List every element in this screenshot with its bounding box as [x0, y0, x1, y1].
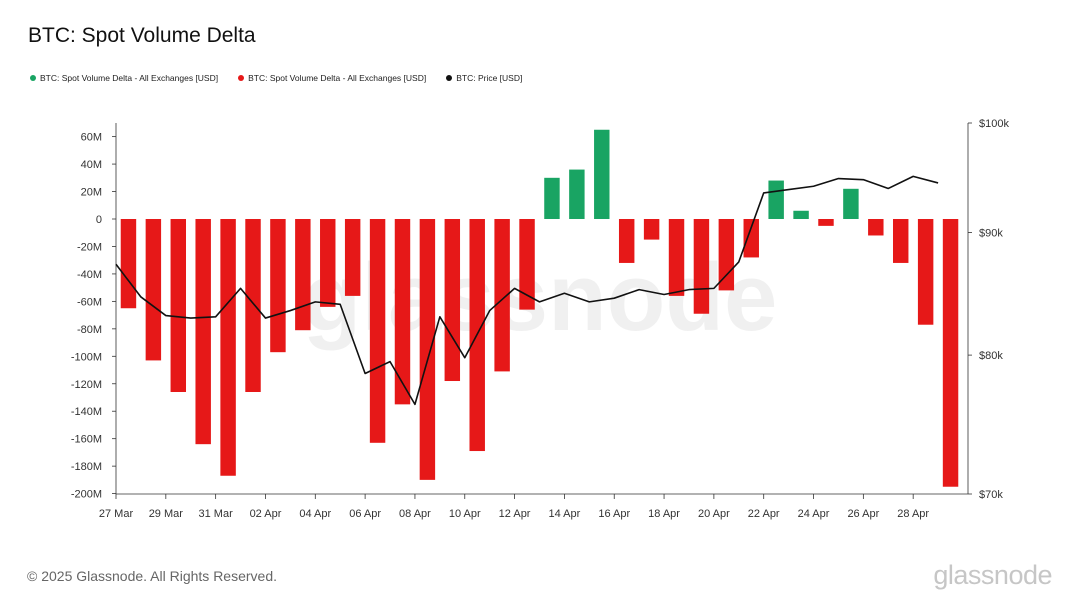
x-tick-label: 22 Apr: [748, 508, 780, 520]
y-left-tick-label: -60M: [77, 296, 102, 308]
y-right-tick-label: $100k: [979, 118, 1009, 130]
bar-negative: [718, 219, 735, 291]
x-tick-label: 27 Mar: [99, 508, 134, 520]
y-left-tick-label: 40M: [81, 159, 102, 171]
y-left-tick-label: -40M: [77, 269, 102, 281]
bar-negative: [344, 219, 361, 296]
x-tick-label: 10 Apr: [449, 508, 481, 520]
x-tick-label: 06 Apr: [349, 508, 381, 520]
legend-item-negative-delta[interactable]: BTC: Spot Volume Delta - All Exchanges […: [238, 73, 426, 83]
x-tick-label: 04 Apr: [299, 508, 331, 520]
bar-positive: [793, 210, 809, 219]
brand-logo: glassnode: [933, 560, 1052, 590]
x-tick-label: 29 Mar: [149, 508, 184, 520]
bar-negative: [145, 219, 162, 361]
x-tick-label: 26 Apr: [847, 508, 879, 520]
chart-title: BTC: Spot Volume Delta: [28, 24, 256, 47]
bar-negative: [868, 219, 884, 236]
y-left-tick-label: -120M: [71, 379, 102, 391]
x-tick-label: 12 Apr: [499, 508, 531, 520]
bar-negative: [394, 219, 411, 405]
copyright-footer: © 2025 Glassnode. All Rights Reserved.: [27, 568, 278, 584]
bar-positive: [569, 169, 585, 219]
bar-negative: [220, 219, 236, 476]
bar-negative: [195, 219, 211, 445]
bar-negative: [917, 219, 934, 325]
legend-item-positive-delta[interactable]: BTC: Spot Volume Delta - All Exchanges […: [30, 73, 218, 83]
x-tick-label: 14 Apr: [549, 508, 581, 520]
y-left-tick-label: -200M: [71, 489, 102, 501]
bar-negative: [743, 219, 759, 258]
bar-negative: [494, 219, 510, 372]
x-tick-label: 24 Apr: [798, 508, 830, 520]
x-tick-label: 02 Apr: [250, 508, 282, 520]
bar-negative: [643, 219, 660, 240]
bar-negative: [170, 219, 187, 392]
bar-negative: [618, 219, 635, 263]
y-left-tick-label: -20M: [77, 241, 102, 253]
x-tick-label: 28 Apr: [897, 508, 929, 520]
legend-swatch-black: [446, 75, 453, 81]
y-left-tick-label: -180M: [71, 461, 102, 473]
y-left-tick-label: -160M: [71, 434, 102, 446]
bar-negative: [693, 219, 710, 314]
bar-positive: [843, 188, 859, 219]
bar-negative: [270, 219, 286, 353]
y-right-tick-label: $70k: [979, 489, 1003, 501]
y-left-tick-label: 60M: [81, 132, 102, 144]
bar-negative: [245, 219, 261, 392]
bar-positive: [768, 180, 784, 219]
x-tick-label: 18 Apr: [648, 508, 680, 520]
bar-positive: [594, 129, 610, 219]
bar-negative: [444, 219, 461, 382]
y-left-tick-label: -100M: [71, 351, 102, 363]
bar-negative: [419, 219, 436, 480]
x-tick-label: 08 Apr: [399, 508, 431, 520]
bar-negative: [519, 219, 535, 310]
bar-negative: [120, 219, 137, 309]
bar-negative: [369, 219, 386, 443]
y-right-tick-label: $90k: [979, 228, 1003, 240]
bar-negative: [320, 219, 336, 307]
legend-label: BTC: Spot Volume Delta - All Exchanges […: [248, 73, 427, 83]
legend-swatch-green: [30, 75, 36, 81]
bar-negative: [295, 219, 311, 331]
legend-item-price[interactable]: BTC: Price [USD]: [446, 73, 522, 83]
y-right-tick-label: $80k: [979, 350, 1003, 362]
x-tick-label: 16 Apr: [598, 508, 630, 520]
bar-negative: [818, 219, 834, 226]
x-tick-label: 31 Mar: [199, 508, 234, 520]
bar-negative: [668, 219, 685, 296]
legend-swatch-red: [238, 75, 245, 81]
price-line: [115, 175, 939, 406]
chart-legend: BTC: Spot Volume Delta - All Exchanges […: [30, 73, 522, 83]
bar-negative: [892, 219, 909, 263]
y-left-tick-label: 20M: [81, 187, 102, 199]
legend-label: BTC: Price [USD]: [456, 73, 523, 83]
x-tick-label: 20 Apr: [698, 508, 730, 520]
y-left-tick-label: -140M: [71, 406, 102, 418]
bar-negative: [942, 219, 959, 487]
y-left-tick-label: -80M: [77, 324, 102, 336]
y-left-tick-label: 0: [96, 214, 102, 226]
legend-label: BTC: Spot Volume Delta - All Exchanges […: [40, 73, 219, 83]
bar-positive: [544, 177, 560, 219]
